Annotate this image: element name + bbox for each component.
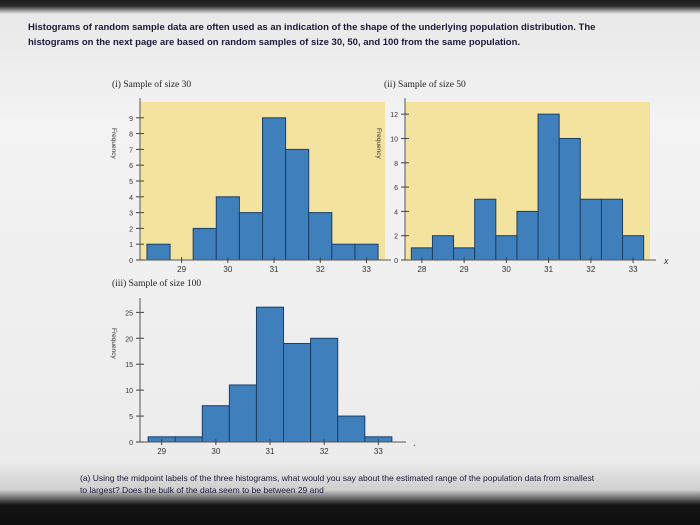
histogram-sample-30: 01234567892930313233xFrequency: [110, 98, 391, 274]
histogram-bar: [579, 198, 602, 261]
y-tick-label: 15: [125, 362, 133, 369]
question-text: (a) Using the midpoint labels of the thr…: [80, 473, 595, 495]
x-tick-label: 33: [629, 265, 638, 274]
y-tick-label: 7: [129, 147, 133, 154]
y-tick-label: 20: [125, 336, 133, 343]
histogram-bar: [331, 243, 356, 261]
x-tick-label: 32: [316, 265, 325, 274]
histogram-bar: [174, 436, 203, 443]
y-tick-label: 6: [129, 163, 133, 170]
y-tick-label: 2: [129, 226, 133, 233]
x-tick-label: 33: [374, 447, 383, 456]
chart-2-title: (ii) Sample of size 50: [384, 80, 466, 90]
histogram-bar: [146, 243, 171, 261]
y-tick-label: 25: [125, 310, 133, 317]
histogram-bar: [310, 337, 339, 443]
y-tick-label: 2: [394, 234, 398, 241]
histogram-bar: [192, 227, 217, 261]
y-tick-label: 9: [129, 116, 133, 123]
x-tick-label: 29: [157, 447, 166, 456]
histogram-bar: [516, 210, 539, 261]
y-tick-label: 0: [129, 440, 133, 447]
y-tick-label: 6: [394, 185, 398, 192]
x-tick-label: 33: [362, 265, 371, 274]
histogram-sample-50: 0 2 4 6 8 10 12 28 29 30 31 32 33 x Frequency: [375, 98, 669, 274]
histogram-bar: [622, 235, 645, 261]
histogram-bar: [600, 198, 624, 261]
histogram-bar: [495, 235, 518, 261]
histogram-bar: [431, 235, 455, 261]
histogram-bar: [262, 117, 287, 261]
x-tick-label: 30: [211, 447, 220, 456]
intro-paragraph: Histograms of random sample data are oft…: [28, 22, 596, 48]
y-tick-label: 0: [129, 258, 133, 265]
histogram-bar: [238, 212, 264, 261]
x-tick-label: 32: [320, 447, 329, 456]
histogram-bar: [228, 384, 257, 443]
x-axis-label: x: [663, 256, 669, 266]
y-tick-label: 3: [129, 211, 133, 218]
histogram-bar: [337, 415, 366, 443]
y-tick-label: 5: [129, 179, 133, 186]
y-axis-label: Frequency: [110, 328, 117, 359]
x-tick-label: 31: [266, 447, 275, 456]
x-tick-label: 30: [223, 265, 232, 274]
histogram-sample-100: 0 5 10 15 20 25 29 30 31 32 33 x Frequency: [110, 298, 415, 456]
chart-1-title: (i) Sample of size 30: [112, 80, 192, 90]
chart-3-title: (iii) Sample of size 100: [112, 279, 202, 289]
x-tick-label: 29: [177, 265, 186, 274]
y-tick-label: 4: [394, 209, 398, 216]
x-tick-label: 31: [544, 265, 553, 274]
y-axis-label: Frequency: [375, 128, 382, 159]
histogram-bar: [285, 148, 310, 261]
x-tick-label: 28: [417, 265, 426, 274]
y-tick-label: 4: [129, 195, 133, 202]
y-axis-label: Frequency: [110, 128, 117, 159]
x-tick-label: 29: [460, 265, 469, 274]
y-tick-label: 12: [390, 112, 398, 119]
histogram-bar: [215, 196, 240, 261]
x-tick-label: 30: [502, 265, 511, 274]
histogram-bar: [537, 113, 560, 261]
y-tick-label: 10: [125, 388, 133, 395]
x-tick-label: 31: [270, 265, 279, 274]
histogram-bar: [255, 306, 285, 443]
y-tick-label: 5: [129, 414, 133, 421]
histogram-bar: [283, 342, 312, 443]
histogram-bar: [308, 212, 333, 261]
x-tick-label: 32: [586, 265, 595, 274]
x-axis-label: x: [413, 438, 415, 448]
y-tick-label: 10: [390, 136, 398, 143]
y-tick-label: 8: [129, 132, 133, 139]
y-tick-label: 0: [394, 258, 398, 265]
histogram-bar: [558, 137, 581, 261]
y-tick-label: 8: [394, 161, 398, 168]
y-tick-label: 1: [129, 242, 133, 249]
histogram-bar: [474, 198, 497, 261]
histogram-bar: [201, 405, 230, 443]
